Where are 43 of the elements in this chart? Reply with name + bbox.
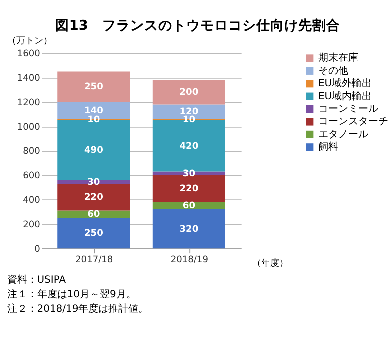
x-tick-label: 2018/19 xyxy=(170,256,209,266)
data-label: 250 xyxy=(84,82,104,93)
data-label: 60 xyxy=(182,202,196,212)
legend-label: 期末在庫 xyxy=(318,52,358,64)
legend-label: その他 xyxy=(318,64,348,77)
x-axis-title: （年度） xyxy=(252,258,288,269)
data-label: 420 xyxy=(180,142,199,152)
data-label: 490 xyxy=(84,146,104,156)
y-tick-label: 0 xyxy=(34,244,41,255)
data-label: 140 xyxy=(84,106,104,117)
y-tick-label: 200 xyxy=(23,220,41,230)
data-label: 60 xyxy=(88,210,100,220)
text: 注２：2018/19年度は推計値。 xyxy=(7,303,149,316)
text: 注１：年度は10月～翌9月。 xyxy=(7,288,136,301)
y-tick-label: 600 xyxy=(23,172,41,182)
data-label: 320 xyxy=(180,224,199,235)
legend-label: コーンミール xyxy=(318,104,378,116)
legend-label: 飼料 xyxy=(318,141,338,154)
legend-label: EU域内輸出 xyxy=(318,90,372,102)
y-tick-label: 1400 xyxy=(17,74,41,84)
legend-label: コーンスターチ xyxy=(318,116,388,128)
y-tick-label: 1200 xyxy=(17,98,41,108)
data-label: 220 xyxy=(84,193,104,204)
y-axis-title: （万トン） xyxy=(7,36,52,46)
data-label: 220 xyxy=(180,184,199,195)
y-tick-label: 1600 xyxy=(17,50,41,60)
bar xyxy=(152,175,226,202)
text: 資料：USIPA xyxy=(7,274,66,286)
bar xyxy=(58,72,130,102)
legend-label: EU域外輸出 xyxy=(318,78,372,90)
bar xyxy=(58,218,130,249)
data-label: 200 xyxy=(180,88,199,98)
bar xyxy=(152,210,226,249)
data-label: 250 xyxy=(84,229,104,240)
bar xyxy=(152,80,226,105)
y-tick-label: 800 xyxy=(23,147,41,158)
y-tick-label: 400 xyxy=(23,196,41,206)
chart-title: 図13 フランスのトウモロコシ仕向け先割合 xyxy=(55,16,340,34)
bar xyxy=(58,184,130,211)
bar xyxy=(152,202,226,210)
x-tick-label: 2017/18 xyxy=(76,256,114,266)
y-tick-label: 1000 xyxy=(17,122,41,133)
legend-label: エタノール xyxy=(318,129,368,140)
